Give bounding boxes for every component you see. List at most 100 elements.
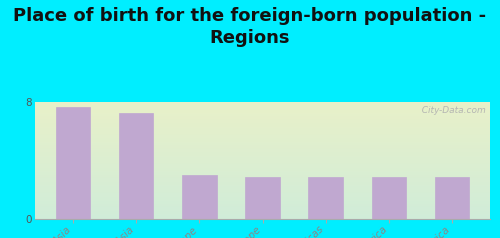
Bar [35, 128, 490, 129]
Bar [35, 145, 490, 147]
Bar [35, 137, 490, 139]
Bar [35, 192, 490, 193]
Bar [35, 122, 490, 123]
Bar [35, 180, 490, 182]
Bar [35, 168, 490, 169]
Bar [35, 184, 490, 185]
Bar [35, 107, 490, 108]
Bar [35, 165, 490, 167]
Bar [35, 156, 490, 157]
Bar [35, 115, 490, 116]
Bar [35, 179, 490, 180]
Bar [35, 208, 490, 210]
Bar [118, 113, 154, 219]
Bar [35, 206, 490, 207]
Bar [35, 124, 490, 126]
Bar [35, 159, 490, 161]
Bar [35, 123, 490, 124]
Bar [372, 177, 406, 219]
Bar [35, 174, 490, 175]
Bar [35, 150, 490, 151]
Bar [35, 102, 490, 104]
Bar [35, 182, 490, 183]
Bar [35, 143, 490, 144]
Bar [35, 188, 490, 189]
Bar [35, 130, 490, 131]
Text: City-Data.com: City-Data.com [416, 106, 486, 115]
Bar [35, 158, 490, 159]
Bar [35, 167, 490, 168]
Bar [35, 200, 490, 201]
Bar [35, 151, 490, 153]
Bar [35, 131, 490, 133]
Bar [35, 104, 490, 105]
Bar [35, 213, 490, 214]
Bar [35, 210, 490, 211]
Bar [35, 197, 490, 198]
Bar [35, 144, 490, 145]
Bar [35, 214, 490, 215]
Bar [35, 193, 490, 194]
Bar [35, 204, 490, 205]
Bar [35, 133, 490, 134]
Bar [35, 162, 490, 163]
Bar [35, 205, 490, 206]
Bar [35, 135, 490, 136]
Bar [35, 172, 490, 174]
Bar [308, 177, 343, 219]
Bar [35, 139, 490, 140]
Bar [35, 191, 490, 192]
Bar [35, 194, 490, 196]
Bar [35, 112, 490, 113]
Bar [35, 215, 490, 217]
Bar [35, 141, 490, 142]
Bar [35, 116, 490, 118]
Bar [35, 196, 490, 197]
Bar [35, 154, 490, 155]
Bar [35, 203, 490, 204]
Bar [434, 177, 470, 219]
Bar [35, 177, 490, 178]
Bar [35, 199, 490, 200]
Bar [35, 105, 490, 106]
Bar [35, 129, 490, 130]
Bar [35, 110, 490, 112]
Bar [35, 118, 490, 119]
Bar [35, 201, 490, 203]
Bar [35, 108, 490, 109]
Bar [35, 126, 490, 127]
Bar [35, 217, 490, 218]
Bar [35, 176, 490, 177]
Bar [35, 169, 490, 170]
Bar [182, 175, 216, 219]
Bar [245, 177, 280, 219]
Bar [35, 136, 490, 137]
Bar [35, 153, 490, 154]
Bar [35, 121, 490, 122]
Bar [35, 127, 490, 128]
Bar [35, 148, 490, 149]
Bar [35, 183, 490, 184]
Bar [35, 114, 490, 115]
Bar [35, 113, 490, 114]
Bar [35, 163, 490, 164]
Bar [35, 186, 490, 188]
Bar [35, 218, 490, 219]
Bar [35, 178, 490, 179]
Bar [35, 147, 490, 148]
Bar [35, 170, 490, 171]
Bar [35, 155, 490, 156]
Bar [35, 198, 490, 199]
Bar [35, 164, 490, 165]
Bar [35, 212, 490, 213]
Bar [35, 119, 490, 120]
Bar [35, 207, 490, 208]
Bar [35, 211, 490, 212]
Bar [35, 190, 490, 191]
Bar [35, 134, 490, 135]
Bar [35, 120, 490, 121]
Bar [35, 189, 490, 190]
Bar [35, 149, 490, 150]
Bar [35, 109, 490, 110]
Bar [35, 171, 490, 172]
